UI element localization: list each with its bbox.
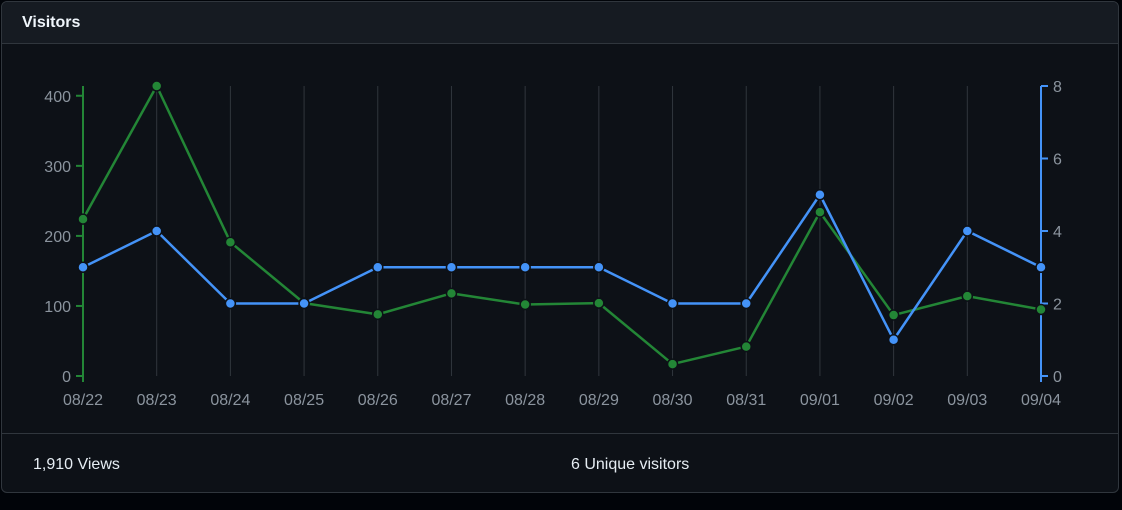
x-axis-tick-label: 08/24: [210, 392, 250, 409]
panel-header: Visitors: [2, 2, 1118, 44]
uniques-data-point: [961, 225, 974, 237]
unique-visitors-count: 6 Unique visitors: [571, 456, 690, 473]
views-data-point: [77, 213, 89, 225]
uniques-series-line: [82, 193, 1042, 341]
visitors-chart: 0 100 200 300 400 0 2 4 6 8 08/22 08/23 08/24 08/25 08…: [2, 44, 1118, 433]
x-axis-tick-label: 09/01: [800, 392, 840, 409]
uniques-data-point: [150, 225, 163, 237]
uniques-data-point: [593, 261, 605, 273]
x-axis-tick-label: 08/23: [137, 392, 177, 409]
right-axis-tick-label: 2: [1053, 297, 1062, 314]
left-axis-tick-label: 400: [44, 89, 71, 106]
uniques-data-point: [1035, 261, 1047, 273]
views-data-point: [961, 290, 974, 302]
views-data-point: [150, 80, 163, 92]
x-axis-tick-label: 08/22: [63, 392, 103, 409]
uniques-data-point: [224, 297, 237, 310]
panel-footer: 1,910 Views 6 Unique visitors: [2, 433, 1118, 492]
uniques-data-point: [298, 297, 310, 310]
uniques-data-point: [814, 189, 826, 201]
panel-title: Visitors: [22, 13, 81, 31]
uniques-data-point: [740, 297, 752, 310]
left-axis-tick-label: 100: [44, 299, 71, 316]
views-data-point: [1035, 303, 1047, 316]
uniques-data-point: [887, 334, 900, 346]
uniques-data-point: [445, 261, 458, 273]
views-data-point: [519, 298, 531, 311]
views-data-point: [593, 297, 605, 309]
right-axis-tick-label: 6: [1053, 152, 1062, 169]
uniques-data-point: [372, 261, 384, 273]
x-axis-tick-label: 08/31: [726, 392, 766, 409]
x-axis-tick-label: 08/28: [505, 392, 545, 409]
left-axis-tick-label: 200: [44, 229, 71, 246]
views-data-point: [372, 308, 384, 321]
views-data-point: [740, 340, 752, 353]
x-axis-tick-label: 08/29: [579, 392, 619, 409]
x-axis-tick-label: 09/02: [874, 392, 914, 409]
views-count: 1,910 Views: [33, 456, 120, 473]
views-data-point: [887, 309, 900, 321]
left-axis-tick-label: 300: [44, 159, 71, 176]
uniques-data-point: [77, 261, 89, 273]
views-data-point: [666, 358, 679, 370]
views-data-point: [445, 287, 458, 300]
right-axis-tick-label: 8: [1053, 79, 1062, 96]
x-axis-tick-label: 08/30: [653, 392, 693, 409]
right-axis-tick-label: 4: [1053, 224, 1062, 241]
views-series-line: [81, 84, 1042, 366]
views-data-point: [814, 206, 826, 218]
right-axis-tick-label: 0: [1053, 369, 1062, 386]
x-axis-tick-label: 08/25: [284, 392, 324, 409]
x-axis-tick-label: 08/26: [358, 392, 398, 409]
x-axis-tick-label: 09/03: [947, 392, 987, 409]
uniques-data-point: [519, 261, 531, 273]
left-axis-tick-label: 0: [62, 369, 71, 386]
visitors-chart-svg: 0 100 200 300 400 0 2 4 6 8 08/22 08/23 08/24 08/25 08…: [44, 79, 1062, 409]
x-axis-tick-label: 09/04: [1021, 392, 1061, 409]
visitors-panel: Visitors 0 100 200 300 400 0 2 4 6 8 08/22 08/23 08/…: [1, 1, 1119, 493]
views-data-point: [224, 236, 237, 248]
uniques-data-point: [666, 297, 679, 310]
x-axis-tick-label: 08/27: [431, 392, 471, 409]
